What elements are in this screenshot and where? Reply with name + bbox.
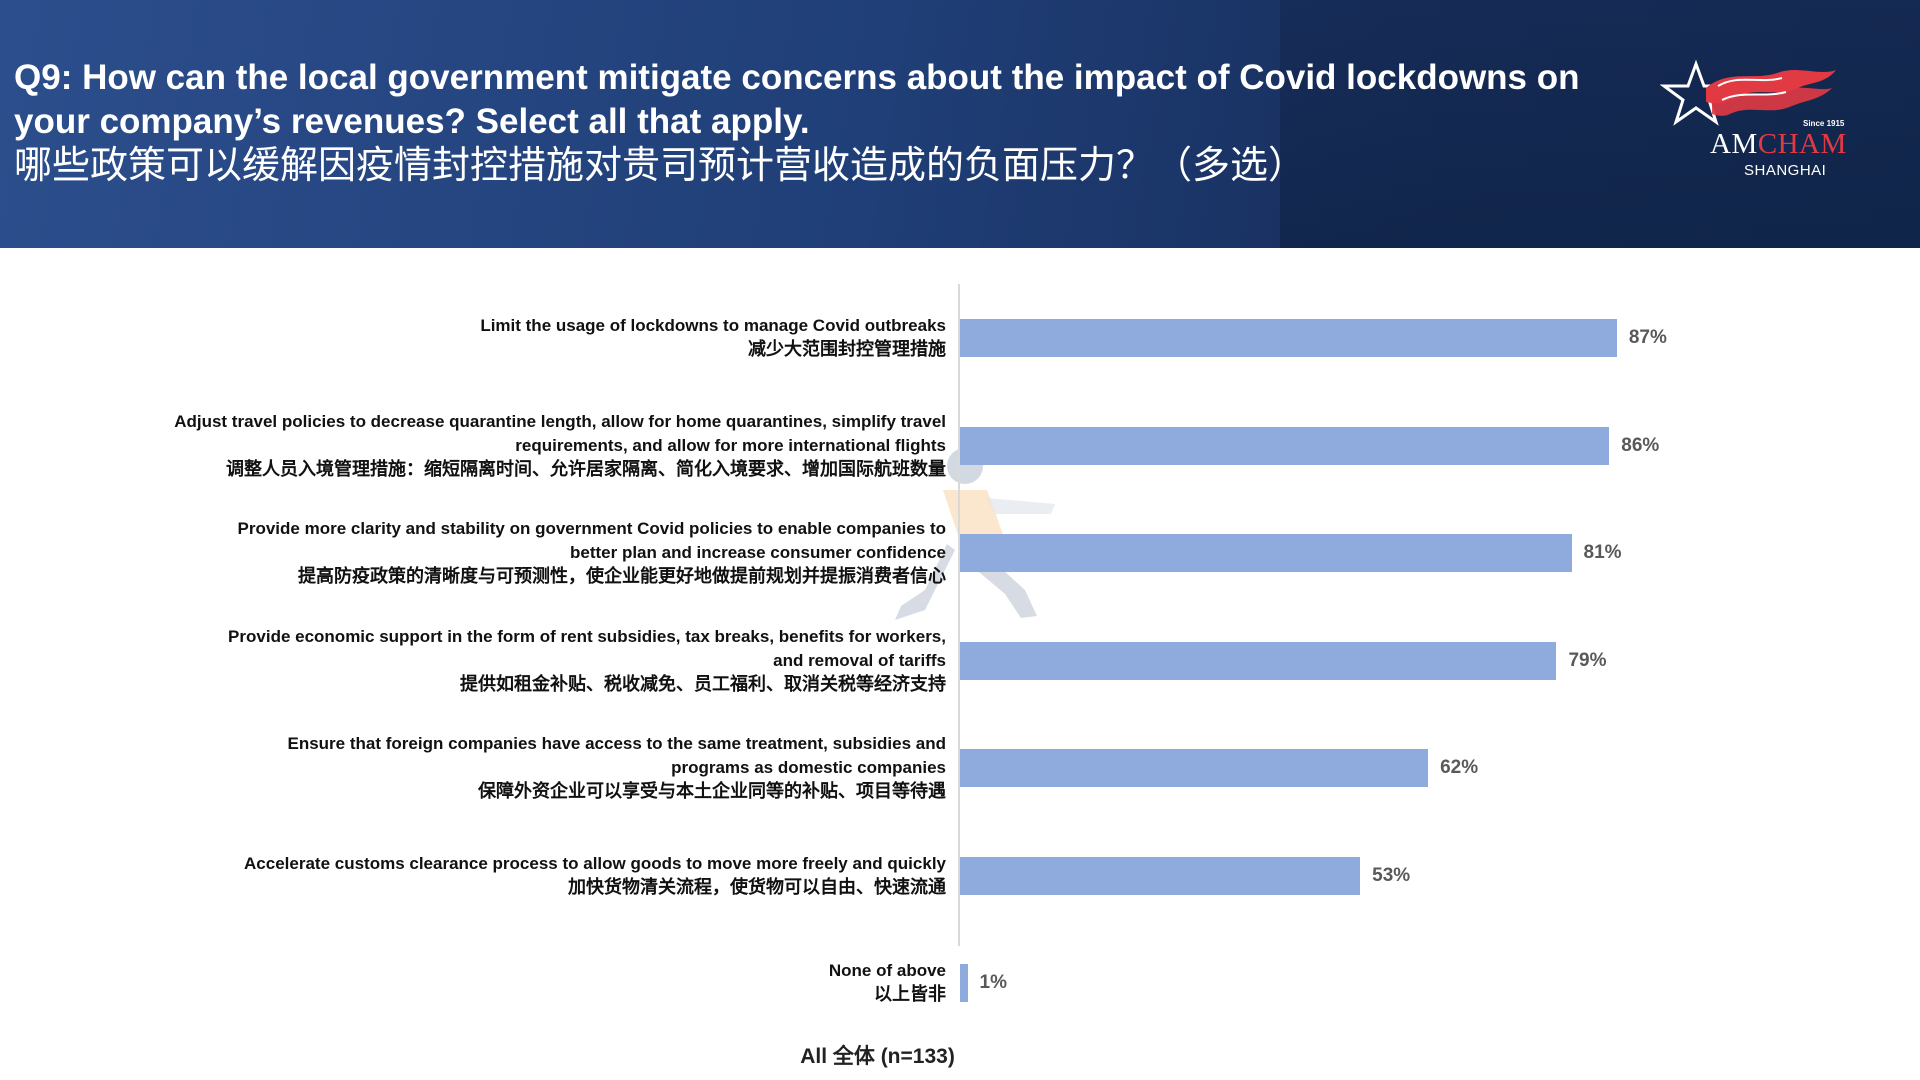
category-label-cn: 提供如租金补贴、税收减免、员工福利、取消关税等经济支持	[460, 673, 946, 695]
category-label-2: Adjust travel policies to decrease quara…	[126, 410, 946, 482]
bar-1	[960, 319, 1617, 357]
chart-category-axis	[958, 284, 960, 946]
chart-base-label: All 全体 (n=133)	[800, 1045, 955, 1068]
category-label-en: Adjust travel policies to decrease quara…	[174, 411, 946, 431]
category-label-cn: 提高防疫政策的清晰度与可预测性，使企业能更好地做提前规划并提振消费者信心	[298, 566, 946, 587]
bar-4	[960, 641, 1557, 680]
category-label-en: Provide economic support in the form of …	[228, 626, 946, 646]
question-title-cn: 哪些政策可以缓解因疫情封控措施对贵司预计营收造成的负面压力？（多选）	[14, 143, 1307, 187]
category-label-cn: 加快货物清关流程，使货物可以自由、快速流通	[568, 876, 946, 898]
bar-3	[960, 534, 1572, 572]
bar-6	[960, 856, 1361, 895]
category-label-6: Accelerate customs clearance process to …	[126, 852, 946, 900]
bar-2	[960, 426, 1610, 465]
category-label-7: None of above 以上皆非	[126, 959, 946, 1007]
bar-value-label-4: 79%	[1568, 649, 1607, 671]
amcham-logo: Since 1915 AMCHAM SHANGHAI	[1660, 58, 1880, 188]
logo-amcham-text: AMCHAM	[1710, 128, 1847, 160]
category-label-en: requirements, and allow for more interna…	[515, 435, 946, 455]
bar-value-label-3: 81%	[1583, 542, 1622, 563]
bar-5	[960, 749, 1429, 787]
category-label-en: and removal of tariffs	[773, 650, 946, 670]
category-label-en: programs as domestic companies	[671, 758, 946, 777]
category-label-en: Limit the usage of lockdowns to manage C…	[480, 316, 946, 335]
category-label-en: Provide more clarity and stability on go…	[237, 519, 947, 538]
bar-value-label-1: 87%	[1628, 327, 1667, 348]
category-label-3: Provide more clarity and stability on go…	[126, 517, 947, 589]
logo-since-text: Since 1915	[1803, 119, 1845, 128]
category-label-4: Provide economic support in the form of …	[126, 625, 946, 697]
bar-7	[960, 964, 968, 1002]
category-label-5: Ensure that foreign companies have acces…	[126, 732, 947, 804]
category-label-cn: 调整人员入境管理措施：缩短隔离时间、允许居家隔离、简化入境要求、增加国际航班数量	[226, 458, 946, 480]
category-label-1: Limit the usage of lockdowns to manage C…	[126, 314, 946, 362]
category-label-en: Ensure that foreign companies have acces…	[287, 734, 947, 753]
bar-value-label-7: 1%	[979, 972, 1008, 993]
category-label-cn: 以上皆非	[874, 984, 946, 1005]
bar-value-label-5: 62%	[1440, 757, 1479, 778]
header-banner: Q9: How can the local government mitigat…	[0, 0, 1920, 248]
logo-star-flag-icon	[1660, 59, 1836, 126]
question-title-en: Q9: How can the local government mitigat…	[14, 58, 1580, 141]
logo-city-text: SHANGHAI	[1744, 162, 1827, 179]
category-label-cn: 保障外资企业可以享受与本土企业同等的补贴、项目等待遇	[478, 781, 946, 802]
category-label-en: None of above	[828, 961, 946, 980]
bar-value-label-2: 86%	[1621, 434, 1660, 456]
category-label-en: Accelerate customs clearance process to …	[244, 853, 946, 873]
category-label-en: better plan and increase consumer confid…	[569, 543, 946, 562]
category-label-cn: 减少大范围封控管理措施	[748, 339, 946, 360]
bar-value-label-6: 53%	[1372, 864, 1411, 886]
